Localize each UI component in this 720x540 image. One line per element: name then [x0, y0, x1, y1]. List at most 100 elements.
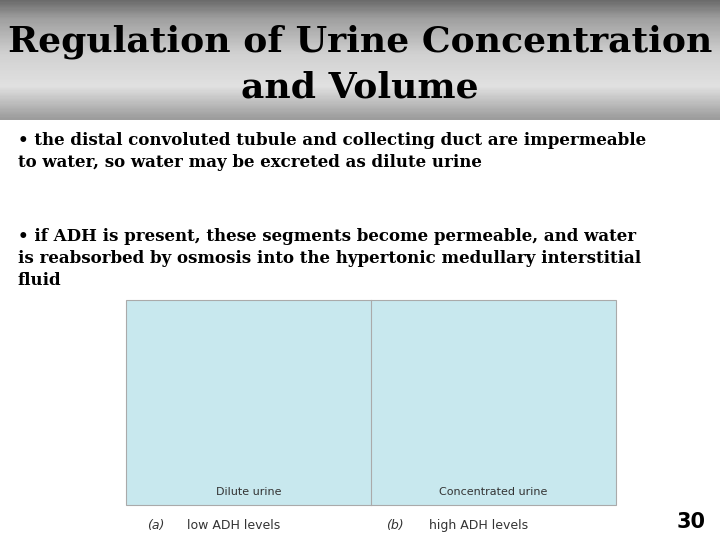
Bar: [0, 58, 720, 60]
Bar: [0, 23, 720, 24]
Bar: [0, 89, 720, 91]
Text: and Volume: and Volume: [241, 71, 479, 105]
Bar: [0, 112, 720, 113]
Bar: [0, 80, 720, 82]
Bar: [0, 100, 720, 102]
Bar: [0, 7, 720, 9]
Text: • if ADH is present, these segments become permeable, and water
is reabsorbed by: • if ADH is present, these segments beco…: [18, 228, 641, 289]
Bar: [0, 101, 720, 103]
Bar: [0, 76, 720, 78]
Bar: [0, 86, 720, 87]
Bar: [0, 33, 720, 35]
Bar: [0, 111, 720, 112]
Bar: [0, 43, 720, 44]
Bar: [0, 107, 720, 109]
Bar: [0, 116, 720, 117]
Bar: [0, 71, 720, 73]
Bar: [0, 55, 720, 56]
Bar: [0, 35, 720, 36]
Bar: [0, 51, 720, 53]
Bar: [0, 26, 720, 28]
Bar: [0, 68, 720, 70]
Bar: [0, 109, 720, 110]
Bar: [0, 63, 720, 65]
Bar: [0, 62, 720, 64]
Bar: [0, 69, 720, 71]
Bar: [0, 30, 720, 31]
Bar: [0, 60, 720, 63]
Bar: [0, 32, 720, 34]
Bar: [0, 10, 720, 11]
Text: Regulation of Urine Concentration: Regulation of Urine Concentration: [8, 25, 712, 59]
Bar: [0, 6, 720, 8]
Text: Concentrated urine: Concentrated urine: [439, 487, 547, 497]
Bar: [0, 18, 720, 19]
Bar: [0, 57, 720, 59]
Bar: [0, 72, 720, 75]
Bar: [0, 87, 720, 89]
Bar: [0, 48, 720, 49]
Bar: [0, 99, 720, 100]
Bar: [0, 64, 720, 66]
Bar: [0, 14, 720, 16]
Bar: [0, 118, 720, 119]
Bar: [0, 53, 720, 55]
Bar: [0, 59, 720, 61]
Bar: [0, 40, 720, 42]
Bar: [0, 94, 720, 96]
Bar: [0, 88, 720, 90]
Bar: [0, 22, 720, 23]
Bar: [0, 17, 720, 18]
Bar: [0, 66, 720, 69]
Text: (b): (b): [387, 519, 404, 532]
Bar: [0, 110, 720, 111]
Bar: [0, 38, 720, 40]
Bar: [0, 92, 720, 93]
Bar: [0, 81, 720, 83]
Bar: [0, 93, 720, 94]
Bar: [0, 78, 720, 80]
Bar: [0, 82, 720, 84]
Bar: [0, 37, 720, 38]
Bar: [0, 105, 720, 106]
Bar: [0, 96, 720, 98]
Bar: [0, 5, 720, 6]
Bar: [0, 65, 720, 67]
Bar: [0, 70, 720, 72]
Bar: [0, 2, 720, 4]
Bar: [0, 8, 720, 10]
Bar: [0, 28, 720, 29]
Bar: [0, 113, 720, 114]
Bar: [0, 95, 720, 97]
Bar: [0, 19, 720, 21]
Bar: [0, 44, 720, 46]
Bar: [0, 31, 720, 32]
Bar: [0, 11, 720, 12]
Bar: [0, 13, 720, 15]
Bar: [0, 12, 720, 14]
Text: 30: 30: [677, 512, 706, 532]
Bar: [0, 16, 720, 17]
Bar: [0, 84, 720, 86]
Bar: [0, 114, 720, 116]
Text: low ADH levels: low ADH levels: [187, 519, 280, 532]
Bar: [126, 300, 616, 505]
Text: • the distal convoluted tubule and collecting duct are impermeable
to water, so : • the distal convoluted tubule and colle…: [18, 132, 646, 171]
Bar: [0, 46, 720, 48]
Bar: [0, 36, 720, 37]
Text: (a): (a): [147, 519, 164, 532]
Bar: [0, 56, 720, 58]
Bar: [0, 106, 720, 107]
Bar: [0, 74, 720, 76]
Bar: [0, 25, 720, 26]
Bar: [0, 104, 720, 105]
Text: high ADH levels: high ADH levels: [429, 519, 528, 532]
Bar: [0, 39, 720, 41]
Bar: [0, 75, 720, 77]
Bar: [0, 77, 720, 79]
Bar: [0, 52, 720, 54]
Bar: [0, 4, 720, 5]
Bar: [0, 90, 720, 92]
Bar: [0, 103, 720, 104]
Text: Dilute urine: Dilute urine: [216, 487, 281, 497]
